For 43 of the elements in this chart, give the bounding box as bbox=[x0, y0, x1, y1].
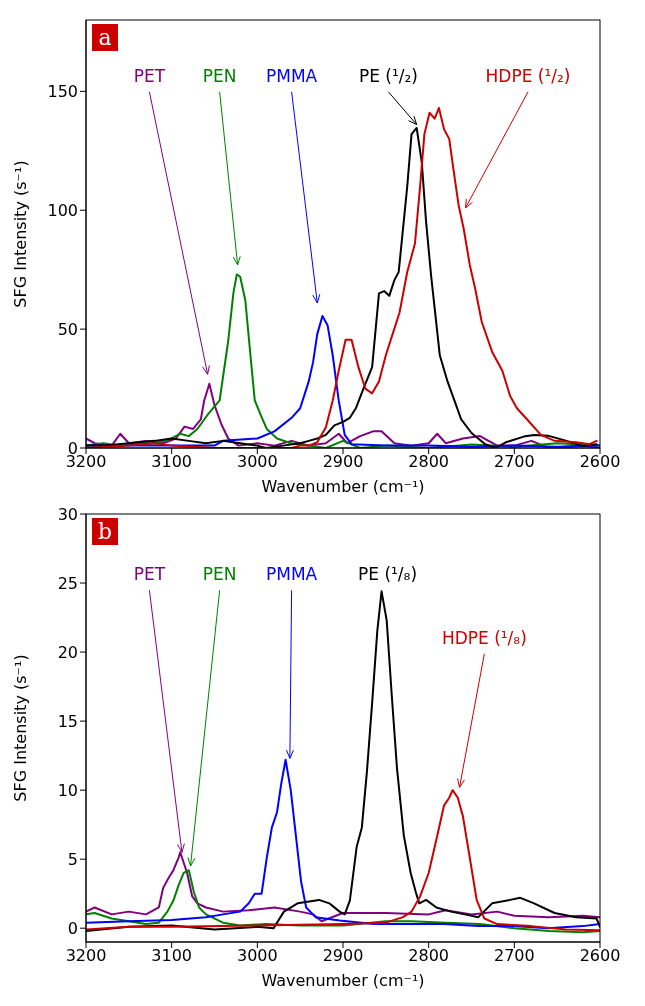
x-tick-label: 2900 bbox=[322, 452, 364, 472]
y-tick-label: 50 bbox=[57, 319, 78, 339]
line-series bbox=[86, 758, 600, 930]
x-tick-label: 3000 bbox=[236, 452, 278, 472]
x-tick-label: 2600 bbox=[579, 452, 621, 472]
x-axis-title: Wavenumber (cm⁻¹) bbox=[261, 971, 425, 990]
x-tick-label: 2800 bbox=[408, 946, 450, 966]
x-tick-label: 2600 bbox=[579, 946, 621, 966]
text: PEN bbox=[202, 564, 237, 585]
y-tick-label: 20 bbox=[57, 642, 78, 662]
text: PMMA bbox=[265, 65, 318, 86]
annotation: a bbox=[98, 25, 112, 50]
y-axis-title: SFG Intensity (s⁻¹) bbox=[11, 160, 30, 308]
y-tick-label: 30 bbox=[57, 504, 78, 524]
x-tick-label: 3100 bbox=[151, 946, 193, 966]
y-tick-label: 100 bbox=[47, 200, 78, 220]
text: PEN bbox=[202, 65, 237, 86]
text: PET bbox=[133, 65, 166, 86]
y-tick-label: 15 bbox=[57, 711, 78, 731]
text: HDPE (¹/₈) bbox=[441, 627, 527, 648]
y-tick-label: 150 bbox=[47, 82, 78, 102]
line-series bbox=[86, 851, 600, 923]
y-tick-label: 0 bbox=[67, 918, 78, 938]
line-series bbox=[86, 789, 600, 932]
y-axis-title: SFG Intensity (s⁻¹) bbox=[11, 654, 30, 802]
x-tick-label: 2700 bbox=[493, 452, 535, 472]
series-label: PE (¹/₈) bbox=[358, 564, 418, 585]
x-tick-label: 2800 bbox=[408, 452, 450, 472]
y-tick-label: 5 bbox=[67, 849, 78, 869]
y-tick-label: 10 bbox=[57, 780, 78, 800]
text: HDPE (¹/₂) bbox=[485, 65, 571, 86]
annotation: b bbox=[97, 519, 113, 544]
x-tick-label: 2900 bbox=[322, 946, 364, 966]
x-tick-label: 3100 bbox=[151, 452, 193, 472]
x-tick-label: 3200 bbox=[65, 946, 107, 966]
text: PE (¹/₂) bbox=[358, 65, 418, 86]
y-tick-label: 25 bbox=[57, 573, 78, 593]
x-tick-label: 3000 bbox=[236, 946, 278, 966]
line-series bbox=[86, 869, 600, 934]
x-tick-label: 2700 bbox=[493, 946, 535, 966]
x-axis-title: Wavenumber (cm⁻¹) bbox=[261, 477, 425, 496]
text: PMMA bbox=[265, 564, 318, 585]
text: PET bbox=[133, 564, 166, 585]
